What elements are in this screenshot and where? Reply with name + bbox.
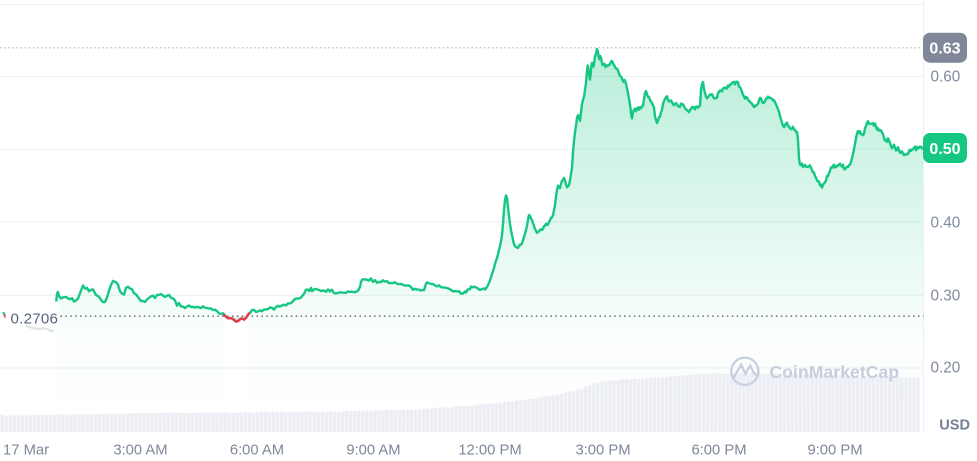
svg-text:6:00 PM: 6:00 PM	[691, 443, 746, 459]
svg-text:3:00 AM: 3:00 AM	[113, 443, 167, 459]
svg-text:6:00 AM: 6:00 AM	[230, 443, 284, 459]
svg-text:0.40: 0.40	[931, 214, 961, 231]
svg-text:12:00 PM: 12:00 PM	[458, 443, 521, 459]
svg-text:0.50: 0.50	[929, 141, 960, 158]
svg-text:3:00 PM: 3:00 PM	[575, 443, 630, 459]
svg-text:CoinMarketCap: CoinMarketCap	[770, 362, 900, 382]
svg-text:0.20: 0.20	[931, 360, 961, 377]
svg-text:0.2706: 0.2706	[11, 311, 59, 328]
svg-text:9:00 PM: 9:00 PM	[807, 443, 862, 459]
svg-text:17 Mar: 17 Mar	[3, 443, 49, 459]
svg-text:USD: USD	[939, 418, 970, 434]
svg-text:0.60: 0.60	[931, 68, 961, 85]
svg-text:0.63: 0.63	[929, 41, 960, 58]
svg-text:0.30: 0.30	[931, 288, 961, 305]
svg-text:9:00 AM: 9:00 AM	[346, 443, 400, 459]
